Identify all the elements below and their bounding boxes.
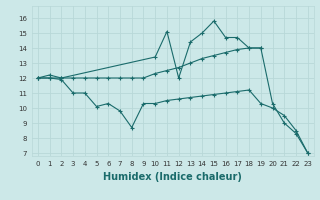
X-axis label: Humidex (Indice chaleur): Humidex (Indice chaleur) bbox=[103, 172, 242, 182]
